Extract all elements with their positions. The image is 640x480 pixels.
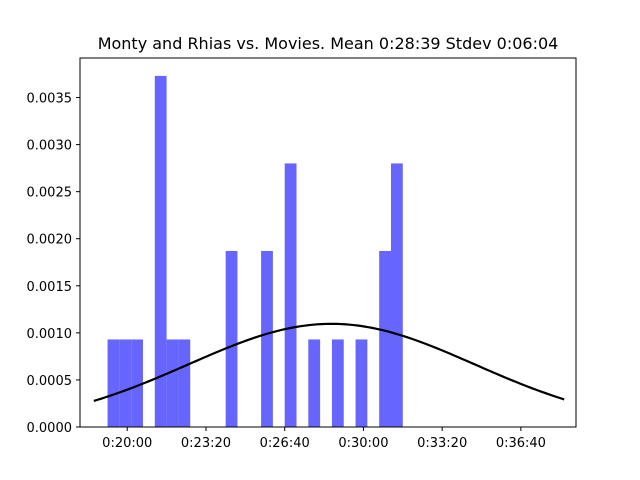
histogram-bar-13: [390, 163, 403, 427]
histogram-bar-1: [119, 339, 132, 427]
x-tick-label-4: 0:33:20: [417, 436, 467, 451]
plot-frame: [79, 57, 577, 428]
y-tick-label-6: 0.0030: [27, 139, 73, 154]
histogram-bar-5: [178, 339, 191, 427]
y-tick-label-5: 0.0025: [27, 186, 73, 201]
histogram-bar-3: [154, 75, 167, 428]
chart-title: Monty and Rhias vs. Movies. Mean 0:28:39…: [98, 34, 559, 53]
histogram-bar-0: [107, 339, 120, 427]
normal-distribution-curve: [93, 322, 565, 403]
y-tick-label-3: 0.0015: [27, 280, 73, 295]
histogram-bar-12: [379, 250, 391, 427]
histogram-bar-4: [166, 339, 179, 427]
histogram-bar-9: [308, 339, 321, 427]
y-tick-label-7: 0.0035: [27, 92, 73, 107]
x-axis: 0:20:00 0:23:20 0:26:40 0:30:00 0:33:20 0:36:…: [102, 427, 546, 451]
x-tick-label-2: 0:26:40: [260, 436, 310, 451]
histogram-bars: [107, 75, 403, 428]
y-axis: 0.0000 0.0005 0.0010 0.0015 0.0020 0.0025 0.00…: [27, 92, 80, 436]
x-tick-label-1: 0:23:20: [181, 436, 231, 451]
y-tick-label-4: 0.0020: [27, 233, 73, 248]
histogram-bar-7: [261, 250, 273, 427]
x-tick-label-3: 0:30:00: [338, 436, 388, 451]
y-tick-label-1: 0.0005: [27, 374, 73, 389]
x-tick-label-5: 0:36:40: [496, 436, 546, 451]
histogram-bar-10: [331, 339, 344, 427]
x-tick-label-0: 0:20:00: [102, 436, 152, 451]
y-tick-label-0: 0.0000: [27, 421, 73, 436]
normal-curve-layer: [93, 322, 565, 403]
histogram-bar-8: [284, 163, 297, 427]
histogram-bar-6: [225, 250, 238, 427]
histogram-bar-11: [355, 339, 368, 427]
y-tick-label-2: 0.0010: [27, 327, 73, 342]
histogram-bar-2: [131, 339, 143, 427]
